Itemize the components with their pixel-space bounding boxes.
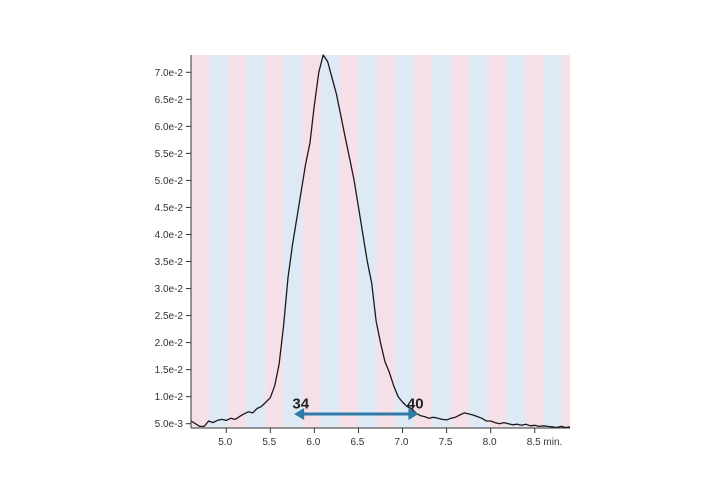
y-tick-label: 1.0e-2 — [155, 392, 184, 403]
fraction-band — [488, 55, 507, 428]
y-tick-label: 2.0e-2 — [155, 338, 184, 349]
fraction-band — [302, 55, 321, 428]
fraction-band — [339, 55, 359, 428]
series-line — [190, 54, 571, 429]
y-tick-label: 5.0e-2 — [155, 176, 184, 187]
y-tick-label: 6.0e-2 — [155, 122, 184, 133]
range-arrow-head-right — [408, 407, 419, 420]
y-tick-label: 4.0e-2 — [155, 230, 184, 241]
fraction-band — [246, 55, 266, 428]
fraction-band — [432, 55, 451, 428]
trace-layer — [190, 54, 571, 429]
y-tick-label: 4.5e-2 — [155, 203, 184, 214]
annotation-label: 34 — [292, 396, 309, 413]
axes — [190, 55, 570, 429]
fraction-band — [209, 55, 229, 428]
annotation-label: 40 — [407, 396, 424, 413]
annotations: 34 40 — [292, 396, 424, 420]
x-tick-label: 7.0 — [395, 437, 409, 448]
y-tick-label: 5.5e-2 — [155, 149, 184, 160]
fraction-bands — [191, 55, 570, 428]
fraction-band — [191, 55, 210, 428]
fraction-band — [450, 55, 470, 428]
fraction-band — [376, 55, 396, 428]
x-tick-label: 7.5 — [439, 437, 453, 448]
fraction-band — [562, 55, 570, 428]
y-tick-label: 6.5e-2 — [155, 95, 184, 106]
y-tick-label: 2.5e-2 — [155, 311, 184, 322]
y-tick-label: 5.0e-3 — [155, 419, 184, 430]
x-ticks: 5.0 5.5 6.0 6.5 7.0 7.5 8.0 8.5 min. — [218, 428, 562, 448]
x-tick-label: 6.5 — [350, 437, 364, 448]
fraction-band — [525, 55, 544, 428]
y-tick-label: 3.0e-2 — [155, 284, 184, 295]
fraction-band — [265, 55, 284, 428]
fraction-band — [469, 55, 489, 428]
fraction-band — [413, 55, 433, 428]
x-tick-label: 5.5 — [262, 437, 276, 448]
fraction-band — [320, 55, 340, 428]
fraction-band — [395, 55, 414, 428]
range-arrow-head-left — [294, 407, 305, 420]
y-tick-label: 7.0e-2 — [155, 68, 184, 79]
x-tick-label: 5.0 — [218, 437, 232, 448]
fraction-band — [543, 55, 563, 428]
x-tick-label: 8.0 — [483, 437, 497, 448]
y-tick-label: 1.5e-2 — [155, 365, 184, 376]
y-ticks: 5.0e-3 1.0e-2 1.5e-2 2.0e-2 2.5e-2 3.0e-2 3.5e… — [155, 68, 191, 430]
fraction-band — [358, 55, 377, 428]
x-tick-label: 8.5 min. — [527, 437, 563, 448]
y-tick-label: 3.5e-2 — [155, 257, 184, 268]
fraction-band — [506, 55, 526, 428]
fraction-band — [228, 55, 247, 428]
x-tick-label: 6.0 — [306, 437, 320, 448]
